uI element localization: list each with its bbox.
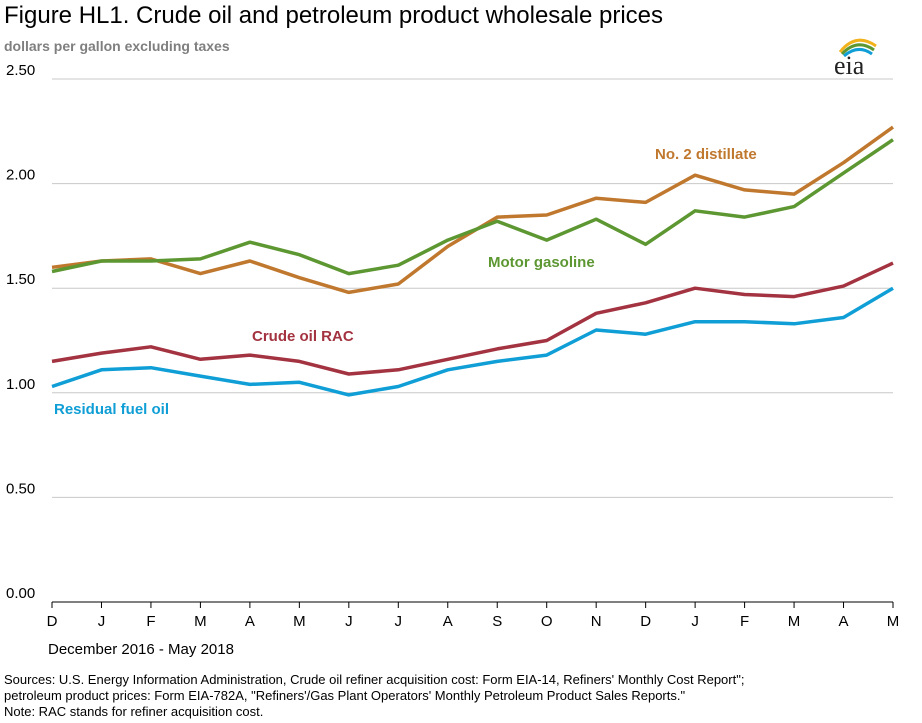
- y-tick-label: 2.50: [6, 62, 35, 79]
- series-lines: [51, 125, 895, 397]
- x-tick-label: J: [395, 613, 403, 630]
- x-tick-label: D: [47, 613, 58, 630]
- sources-line-1: Sources: U.S. Energy Information Adminis…: [4, 672, 745, 687]
- y-tick-labels: 0.00 0.50 1.00 1.50 2.00 2.50: [6, 62, 35, 602]
- x-tick-label: S: [492, 613, 502, 630]
- sources-line-2: petroleum product prices: Form EIA-782A,…: [4, 688, 686, 703]
- series-labels: No. 2 distillate Motor gasoline Crude oil …: [54, 146, 757, 418]
- grid-lines: [52, 78, 893, 603]
- x-tick-label: J: [691, 613, 699, 630]
- y-tick-label: 2.00: [6, 167, 35, 184]
- line-chart: 0.00 0.50 1.00 1.50 2.00 2.50 D J F M A M J J A S O N D J F…: [6, 62, 900, 630]
- x-tick-label: D: [640, 613, 651, 630]
- x-tick-label: M: [194, 613, 207, 630]
- x-tick-label: A: [839, 613, 849, 630]
- series-label-residual-fuel-oil: Residual fuel oil: [54, 401, 169, 418]
- series-line-residual-fuel-oil: [51, 286, 894, 397]
- series-label-motor-gasoline: Motor gasoline: [488, 254, 595, 271]
- source-notes: Sources: U.S. Energy Information Adminis…: [4, 672, 744, 720]
- x-tick-label: M: [887, 613, 900, 630]
- y-axis-unit-label: dollars per gallon excluding taxes: [4, 38, 230, 54]
- series-label-no-2-distillate: No. 2 distillate: [655, 146, 757, 163]
- x-tick-label: F: [146, 613, 155, 630]
- x-tick-label: A: [443, 613, 453, 630]
- series-line-no-2-distillate: [51, 125, 895, 295]
- eia-logo: eia: [834, 38, 877, 78]
- y-tick-label: 0.00: [6, 585, 35, 602]
- x-tick-label: J: [345, 613, 353, 630]
- x-tick-label: F: [740, 613, 749, 630]
- x-tick-label: N: [591, 613, 602, 630]
- chart-title: Figure HL1. Crude oil and petroleum prod…: [4, 2, 664, 29]
- y-tick-label: 1.00: [6, 376, 35, 393]
- x-tick-label: O: [541, 613, 553, 630]
- y-tick-label: 0.50: [6, 480, 35, 497]
- x-tick-label: A: [245, 613, 255, 630]
- y-tick-label: 1.50: [6, 271, 35, 288]
- x-tick-label: M: [293, 613, 306, 630]
- logo-text: eia: [834, 51, 865, 78]
- x-tick-label: J: [98, 613, 106, 630]
- note-line: Note: RAC stands for refiner acquisition…: [4, 704, 264, 719]
- series-label-crude-oil-rac: Crude oil RAC: [252, 328, 354, 345]
- series-line-motor-gasoline: [51, 138, 894, 276]
- series-line-crude-oil-rac: [51, 261, 894, 376]
- x-tick-label: M: [788, 613, 801, 630]
- period-label: December 2016 - May 2018: [48, 641, 234, 658]
